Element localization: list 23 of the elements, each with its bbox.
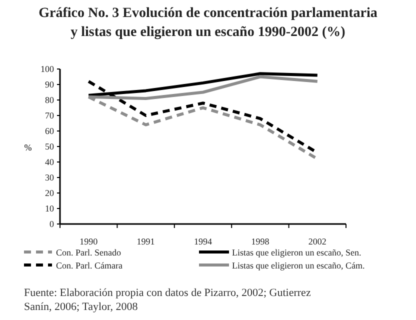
x-tick-label: 1994	[194, 236, 212, 246]
y-tick-label: 80	[45, 94, 54, 105]
y-tick-label: 90	[45, 79, 54, 90]
legend-label: Listas que eligieron un escaño, Sen.	[232, 248, 362, 258]
y-tick-label: 50	[45, 141, 54, 152]
y-tick-label: 60	[45, 126, 54, 136]
x-tick-label: 2002	[308, 236, 326, 246]
y-tick-label: 30	[45, 172, 54, 182]
legend-label: Con. Parl. Cámara	[56, 260, 122, 270]
x-tick-label: 1998	[251, 236, 270, 246]
y-axis-title: %	[24, 142, 32, 152]
y-tick-label: 10	[45, 203, 54, 214]
y-tick-label: 40	[45, 156, 54, 167]
y-tick-label: 20	[45, 188, 54, 198]
y-tick-label: 70	[45, 110, 54, 120]
legend-label: Con. Parl. Senado	[56, 248, 122, 258]
source-note: Fuente: Elaboración propia con datos de Pizarro, 2002; Gutierrez Sanín, 2006; Taylor, 2008	[24, 287, 311, 313]
chart-title: Gráfico No. 3 Evolución de concentración parlamentaria y listas que eligieron un escaño 1990-2002 (%)	[38, 6, 378, 40]
x-tick-label: 1991	[136, 236, 155, 246]
y-tick-label: 100	[40, 64, 54, 74]
y-tick-label: 0	[50, 218, 54, 229]
x-tick-label: 1990	[80, 236, 98, 246]
legend-label: Listas que eligieron un escaño, Cám.	[232, 260, 365, 270]
